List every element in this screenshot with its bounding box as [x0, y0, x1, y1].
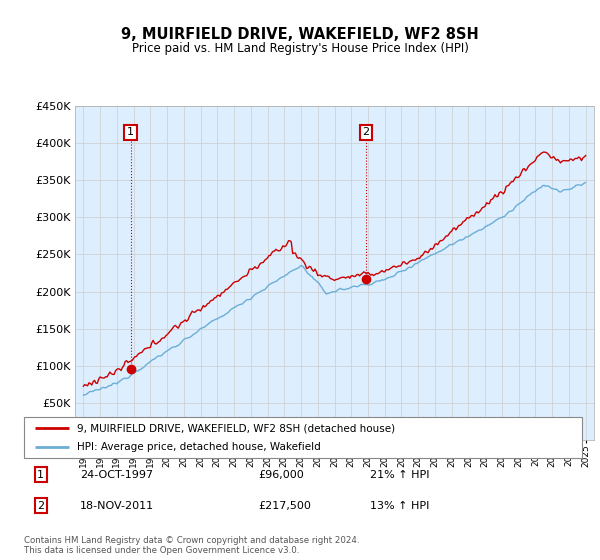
- Text: 21% ↑ HPI: 21% ↑ HPI: [370, 470, 430, 480]
- Text: 2: 2: [362, 127, 370, 137]
- Text: 1: 1: [37, 470, 44, 480]
- Text: HPI: Average price, detached house, Wakefield: HPI: Average price, detached house, Wake…: [77, 442, 321, 451]
- Text: £96,000: £96,000: [259, 470, 304, 480]
- Text: Price paid vs. HM Land Registry's House Price Index (HPI): Price paid vs. HM Land Registry's House …: [131, 42, 469, 55]
- Text: Contains HM Land Registry data © Crown copyright and database right 2024.
This d: Contains HM Land Registry data © Crown c…: [24, 536, 359, 555]
- Text: 2: 2: [37, 501, 44, 511]
- FancyBboxPatch shape: [24, 417, 582, 458]
- Text: 24-OCT-1997: 24-OCT-1997: [80, 470, 153, 480]
- Text: 1: 1: [127, 127, 134, 137]
- Text: 13% ↑ HPI: 13% ↑ HPI: [370, 501, 430, 511]
- Text: £217,500: £217,500: [259, 501, 311, 511]
- Text: 9, MUIRFIELD DRIVE, WAKEFIELD, WF2 8SH (detached house): 9, MUIRFIELD DRIVE, WAKEFIELD, WF2 8SH (…: [77, 423, 395, 433]
- Text: 9, MUIRFIELD DRIVE, WAKEFIELD, WF2 8SH: 9, MUIRFIELD DRIVE, WAKEFIELD, WF2 8SH: [121, 27, 479, 42]
- Text: 18-NOV-2011: 18-NOV-2011: [80, 501, 154, 511]
